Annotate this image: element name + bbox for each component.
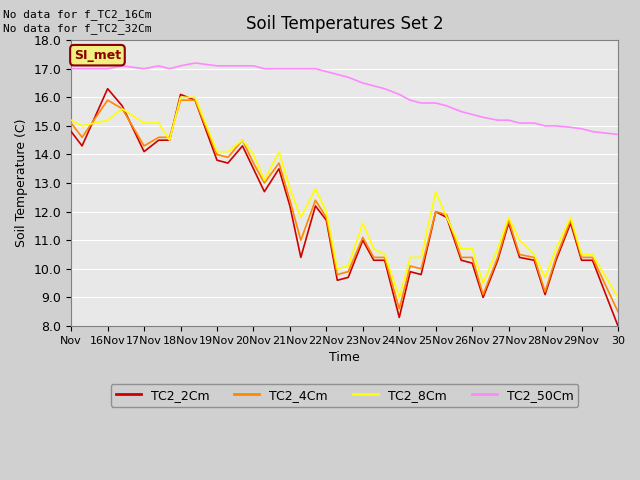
Text: No data for f_TC2_32Cm: No data for f_TC2_32Cm: [3, 23, 152, 34]
X-axis label: Time: Time: [329, 351, 360, 364]
Text: No data for f_TC2_16Cm: No data for f_TC2_16Cm: [3, 9, 152, 20]
Legend: TC2_2Cm, TC2_4Cm, TC2_8Cm, TC2_50Cm: TC2_2Cm, TC2_4Cm, TC2_8Cm, TC2_50Cm: [111, 384, 579, 407]
Y-axis label: Soil Temperature (C): Soil Temperature (C): [15, 119, 28, 247]
Text: SI_met: SI_met: [74, 48, 121, 62]
Title: Soil Temperatures Set 2: Soil Temperatures Set 2: [246, 15, 444, 33]
